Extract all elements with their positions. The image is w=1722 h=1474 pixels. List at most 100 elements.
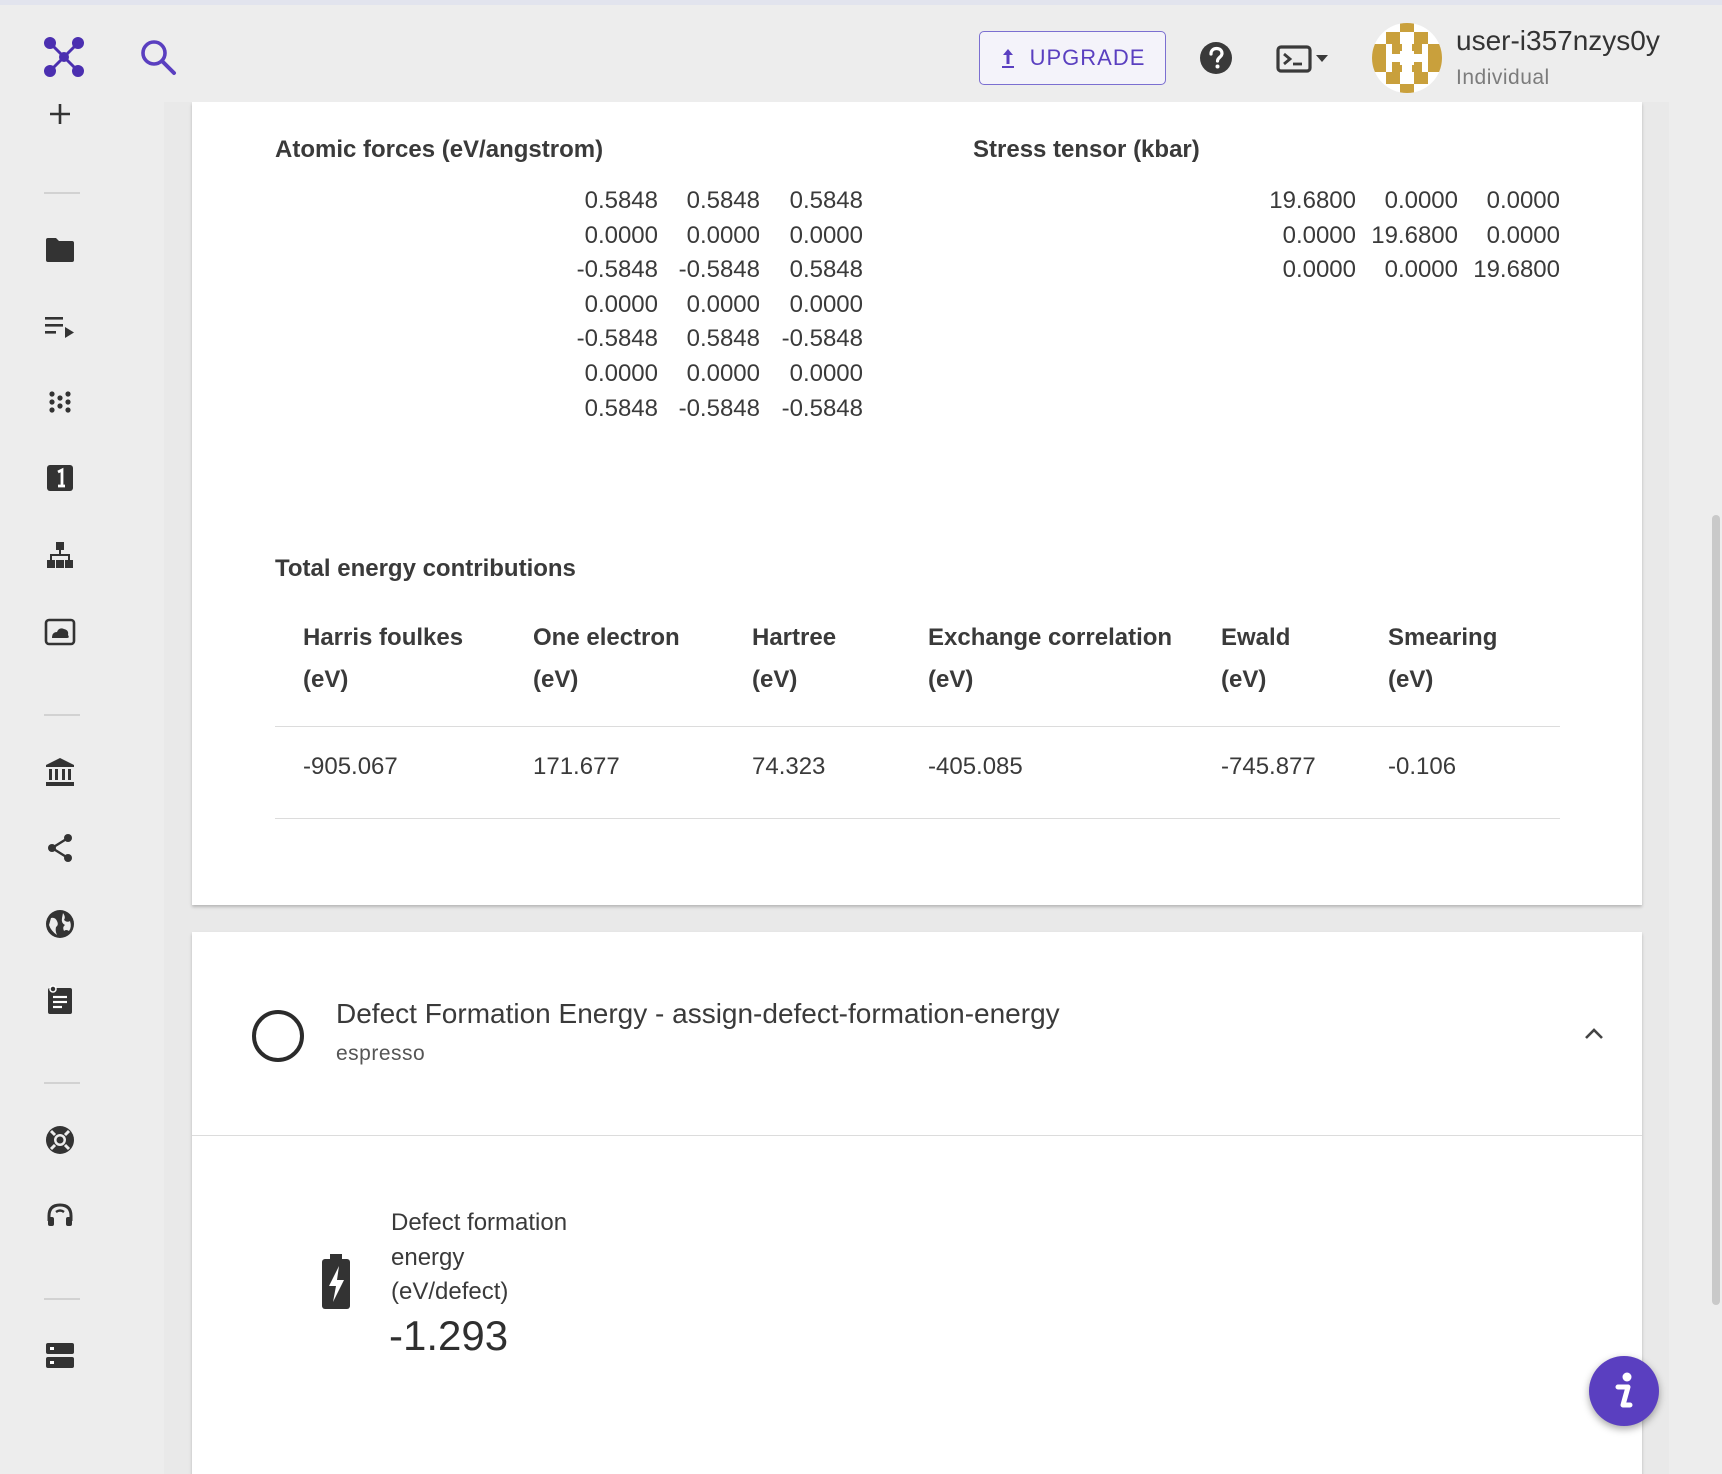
matrix-cell: 0.0000 xyxy=(1384,187,1458,214)
number-one-box-icon[interactable] xyxy=(42,460,78,496)
unit-title: Defect Formation Energy - assign-defect-… xyxy=(336,998,1060,1029)
matrix-cell: 19.6800 xyxy=(1371,221,1458,249)
matrix-cell: 0.0000 xyxy=(686,290,760,318)
atomic-forces-title: Atomic forces (eV/angstrom) xyxy=(275,136,604,163)
lifebuoy-icon[interactable] xyxy=(42,1122,78,1158)
properties-card xyxy=(192,102,1642,905)
matrix-cell: 0.0000 xyxy=(1282,221,1356,249)
status-circle-icon xyxy=(252,1010,304,1062)
matrix-cell: 0.5848 xyxy=(686,325,760,353)
help-icon[interactable] xyxy=(1199,41,1233,75)
col-exchange-correlation: Exchange correlation (eV) xyxy=(928,624,1173,693)
globe-icon[interactable] xyxy=(42,906,78,942)
matrix-cell: 0.5848 xyxy=(789,256,863,284)
info-button[interactable] xyxy=(1589,1356,1659,1426)
matrix-cell: -0.5848 xyxy=(576,325,658,353)
result-label: Defect formation energy (eV/defect) xyxy=(391,1209,568,1305)
matrix-cell: 0.0000 xyxy=(584,359,658,387)
matrix-row: 0.0000 0.0000 0.0000 xyxy=(555,219,863,254)
folder-icon[interactable] xyxy=(42,232,78,268)
top-bar: UPGRADE user-i357nzys0y Individual xyxy=(0,0,1722,102)
upgrade-button[interactable]: UPGRADE xyxy=(979,31,1166,85)
energy-table-header: Harris foulkes (eV) One electron (eV) Hart… xyxy=(275,617,1560,727)
matrix-row: 0.0000 0.0000 0.0000 xyxy=(555,288,863,323)
matrix-row: 0.0000 0.0000 19.6800 xyxy=(1250,253,1560,288)
app-logo-icon[interactable] xyxy=(42,35,86,79)
search-icon[interactable] xyxy=(138,37,178,77)
matrix-cell: 0.0000 xyxy=(686,359,760,387)
matrix-cell: -0.5848 xyxy=(576,256,658,284)
matrix-cell: 0.5848 xyxy=(686,187,760,214)
matrix-cell: 0.0000 xyxy=(584,290,658,318)
unit-header[interactable]: Defect Formation Energy - assign-defect-… xyxy=(192,932,1642,1136)
table-row: -905.067 171.677 74.323 -405.085 -745.87… xyxy=(275,727,1560,819)
matrix-cell: 0.0000 xyxy=(789,290,863,318)
col-ewald: Ewald (eV) xyxy=(1221,624,1291,693)
headset-icon[interactable] xyxy=(42,1198,78,1234)
energy-table: Harris foulkes (eV) One electron (eV) Hart… xyxy=(275,617,1560,819)
dots-grid-icon[interactable] xyxy=(42,384,78,420)
server-icon[interactable] xyxy=(42,1338,78,1374)
matrix-cell: 19.6800 xyxy=(1269,187,1356,214)
col-smearing: Smearing (eV) xyxy=(1388,624,1498,693)
sidebar-divider xyxy=(44,192,80,194)
value-smearing: -0.106 xyxy=(1388,753,1457,780)
chevron-up-icon[interactable] xyxy=(1580,1020,1608,1048)
matrix-cell: -0.5848 xyxy=(781,325,863,353)
matrix-cell: 0.0000 xyxy=(1486,187,1560,214)
matrix-cell: -0.5848 xyxy=(781,394,863,422)
scrollbar[interactable] xyxy=(1712,515,1720,1305)
cloud-box-icon[interactable] xyxy=(42,614,78,650)
result-value: -1.293 xyxy=(389,1312,509,1359)
value-ewald: -745.877 xyxy=(1221,753,1316,780)
playlist-play-icon[interactable] xyxy=(42,309,78,345)
matrix-cell: 19.6800 xyxy=(1473,256,1560,284)
matrix-cell: 0.0000 xyxy=(1384,256,1458,284)
user-plan: Individual xyxy=(1456,66,1550,89)
stress-tensor-title: Stress tensor (kbar) xyxy=(973,136,1200,163)
info-icon xyxy=(1615,1372,1633,1408)
matrix-cell: 0.0000 xyxy=(789,359,863,387)
battery-charging-icon xyxy=(322,1254,350,1309)
avatar[interactable] xyxy=(1372,23,1442,93)
sidebar-divider xyxy=(44,1082,80,1084)
value-hartree: 74.323 xyxy=(752,753,826,780)
upload-icon xyxy=(1001,49,1014,68)
user-name[interactable]: user-i357nzys0y xyxy=(1456,25,1660,56)
matrix-row: -0.5848 0.5848 -0.5848 xyxy=(555,322,863,357)
matrix-cell: 0.5848 xyxy=(584,187,658,214)
matrix-cell: 0.0000 xyxy=(1282,256,1356,284)
matrix-row: -0.5848 -0.5848 0.5848 xyxy=(555,253,863,288)
defect-formation-card: Defect Formation Energy - assign-defect-… xyxy=(192,932,1642,1474)
value-harris-foulkes: -905.067 xyxy=(303,753,398,780)
value-exchange-correlation: -405.085 xyxy=(928,753,1023,780)
upgrade-label: UPGRADE xyxy=(1029,45,1146,70)
matrix-row: 0.5848 0.5848 0.5848 xyxy=(555,184,863,219)
col-harris-foulkes: Harris foulkes (eV) xyxy=(303,624,464,693)
matrix-cell: 0.0000 xyxy=(789,221,863,249)
matrix-cell: 0.5848 xyxy=(789,187,863,214)
terminal-icon[interactable] xyxy=(1276,43,1332,75)
sitemap-icon[interactable] xyxy=(42,537,78,573)
sidebar xyxy=(0,102,130,1474)
stress-tensor-matrix: 19.6800 0.0000 0.0000 0.0000 19.6800 0.0000 0.… xyxy=(1250,184,1560,288)
bank-icon[interactable] xyxy=(42,754,78,790)
energy-contributions-title: Total energy contributions xyxy=(275,555,576,582)
matrix-row: 0.5848 -0.5848 -0.5848 xyxy=(555,392,863,427)
matrix-cell: 0.0000 xyxy=(584,221,658,249)
matrix-row: 19.6800 0.0000 0.0000 xyxy=(1250,184,1560,219)
matrix-cell: -0.5848 xyxy=(678,256,760,284)
unit-subtitle: espresso xyxy=(336,1042,426,1065)
col-hartree: Hartree (eV) xyxy=(752,624,837,693)
sidebar-divider xyxy=(44,714,80,716)
share-icon[interactable] xyxy=(42,830,78,866)
matrix-cell: -0.5848 xyxy=(678,394,760,422)
matrix-row: 0.0000 19.6800 0.0000 xyxy=(1250,219,1560,254)
matrix-cell: 0.0000 xyxy=(686,221,760,249)
plus-icon[interactable] xyxy=(42,96,78,132)
notes-icon[interactable] xyxy=(42,982,78,1018)
col-one-electron: One electron (eV) xyxy=(533,624,680,693)
value-one-electron: 171.677 xyxy=(533,753,620,780)
sidebar-divider xyxy=(44,1298,80,1300)
matrix-row: 0.0000 0.0000 0.0000 xyxy=(555,357,863,392)
